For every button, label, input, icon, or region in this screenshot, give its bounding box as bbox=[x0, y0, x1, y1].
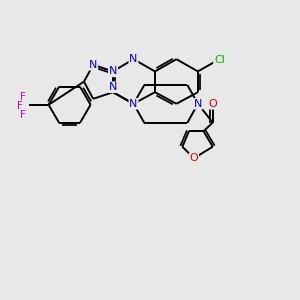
Text: N: N bbox=[109, 66, 117, 76]
Text: N: N bbox=[89, 60, 98, 70]
Text: F: F bbox=[20, 92, 26, 101]
Text: O: O bbox=[208, 99, 217, 109]
Text: N: N bbox=[194, 99, 202, 109]
Text: N: N bbox=[129, 54, 138, 64]
Text: F: F bbox=[20, 110, 26, 120]
Text: N: N bbox=[109, 82, 117, 92]
Text: Cl: Cl bbox=[214, 55, 225, 65]
Text: N: N bbox=[129, 99, 138, 109]
Text: F: F bbox=[16, 101, 22, 111]
Text: O: O bbox=[190, 153, 198, 163]
